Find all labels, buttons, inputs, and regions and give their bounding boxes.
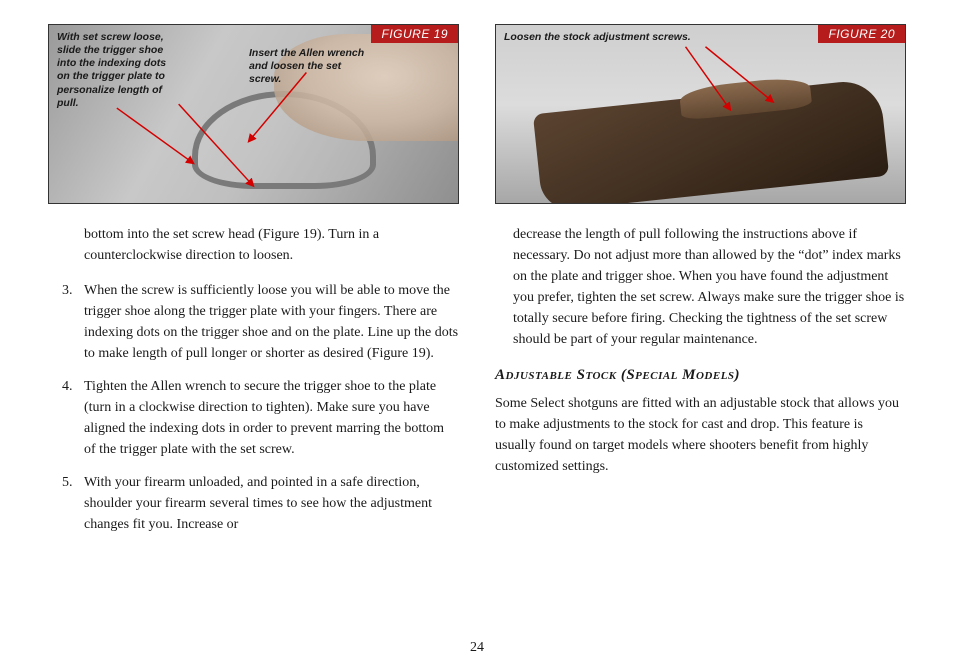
continuation-paragraph: decrease the length of pull following th… [495,224,906,350]
figure-19-callout-2: Insert the Allen wrench and loosen the s… [249,47,369,86]
page-number: 24 [0,640,954,656]
figure-19-label: FIGURE 19 [371,25,458,43]
section-heading: Adjustable Stock (Special Models) [495,364,906,387]
step-5: With your firearm unloaded, and pointed … [84,472,459,535]
left-column: With set screw loose, slide the trigger … [48,24,459,648]
figure-20-label: FIGURE 20 [818,25,905,43]
figure-19: With set screw loose, slide the trigger … [48,24,459,204]
heading-paragraph: Some Select shotguns are fitted with an … [495,393,906,477]
step-4: Tighten the Allen wrench to secure the t… [84,376,459,460]
steps-list: When the screw is sufficiently loose you… [48,280,459,535]
figure-20: Loosen the stock adjustment screws. FIGU… [495,24,906,204]
left-body: bottom into the set screw head (Figure 1… [48,224,459,547]
figure-19-callout-1: With set screw loose, slide the trigger … [57,31,177,110]
right-column: Loosen the stock adjustment screws. FIGU… [495,24,906,648]
figure-20-callout-1: Loosen the stock adjustment screws. [504,31,714,44]
intro-fragment: bottom into the set screw head (Figure 1… [48,224,459,266]
right-body: decrease the length of pull following th… [495,224,906,491]
step-3: When the screw is sufficiently loose you… [84,280,459,364]
page-layout: With set screw loose, slide the trigger … [48,24,906,648]
